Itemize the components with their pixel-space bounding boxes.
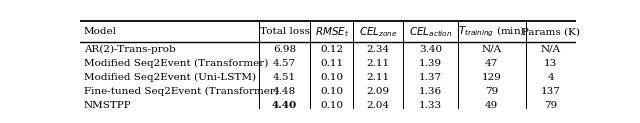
Text: $T_{training}$ (min): $T_{training}$ (min) [458, 25, 525, 39]
Text: 1.36: 1.36 [419, 87, 442, 96]
Text: NMSTPP: NMSTPP [84, 101, 132, 110]
Text: 2.11: 2.11 [367, 73, 390, 82]
Text: 2.34: 2.34 [367, 45, 390, 54]
Text: 0.10: 0.10 [320, 87, 343, 96]
Text: Model: Model [84, 27, 117, 36]
Text: 1.33: 1.33 [419, 101, 442, 110]
Text: 2.04: 2.04 [367, 101, 390, 110]
Text: 0.11: 0.11 [320, 59, 343, 68]
Text: Modified Seq2Event (Uni-LSTM): Modified Seq2Event (Uni-LSTM) [84, 73, 256, 82]
Text: 47: 47 [485, 59, 499, 68]
Text: Fine-tuned Seq2Event (Transformer): Fine-tuned Seq2Event (Transformer) [84, 87, 279, 96]
Text: 0.10: 0.10 [320, 101, 343, 110]
Text: Modified Seq2Event (Transformer): Modified Seq2Event (Transformer) [84, 59, 268, 68]
Text: 1.37: 1.37 [419, 73, 442, 82]
Text: 79: 79 [485, 87, 499, 96]
Text: 2.09: 2.09 [367, 87, 390, 96]
Text: 1.39: 1.39 [419, 59, 442, 68]
Text: 0.12: 0.12 [320, 45, 343, 54]
Text: N/A: N/A [482, 45, 502, 54]
Text: 4.48: 4.48 [273, 87, 296, 96]
Text: 137: 137 [541, 87, 561, 96]
Text: 4.51: 4.51 [273, 73, 296, 82]
Text: $RMSE_t$: $RMSE_t$ [315, 25, 349, 39]
Text: 2.11: 2.11 [367, 59, 390, 68]
Text: 49: 49 [485, 101, 499, 110]
Text: 4.57: 4.57 [273, 59, 296, 68]
Text: 6.98: 6.98 [273, 45, 296, 54]
Text: N/A: N/A [541, 45, 561, 54]
Text: 4.40: 4.40 [272, 101, 297, 110]
Text: $CEL_{action}$: $CEL_{action}$ [409, 25, 452, 39]
Text: 0.10: 0.10 [320, 73, 343, 82]
Text: 3.40: 3.40 [419, 45, 442, 54]
Text: 4: 4 [548, 73, 554, 82]
Text: AR(2)-Trans-prob: AR(2)-Trans-prob [84, 45, 176, 54]
Text: $CEL_{zone}$: $CEL_{zone}$ [359, 25, 397, 39]
Text: 13: 13 [544, 59, 557, 68]
Text: Total loss: Total loss [260, 27, 309, 36]
Text: 79: 79 [544, 101, 557, 110]
Text: 129: 129 [482, 73, 502, 82]
Text: Params (K): Params (K) [522, 27, 580, 36]
